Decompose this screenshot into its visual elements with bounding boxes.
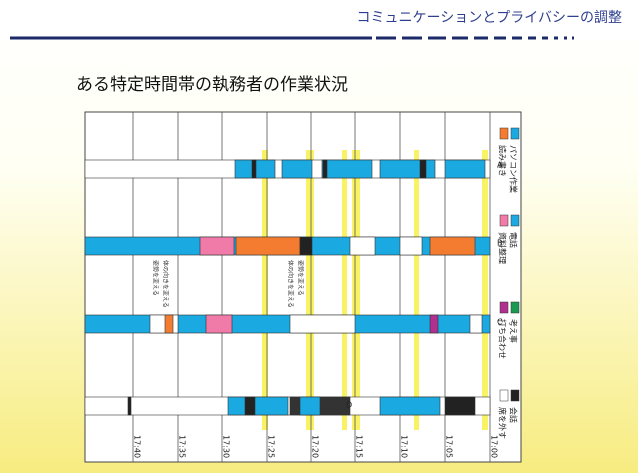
annotation: 姿勢を変える: [152, 260, 160, 296]
annotation: 姿勢を変える: [297, 260, 305, 296]
time-label: 17:05: [445, 435, 454, 458]
time-label: 17:00: [490, 435, 499, 458]
annotation: 体の向きを変える: [287, 260, 295, 308]
time-label: 17:20: [311, 435, 320, 458]
header-band: [0, 0, 638, 40]
legend-label: 席を外す: [498, 407, 508, 439]
legend-label: 会話: [509, 407, 519, 423]
time-label: 17:15: [355, 435, 364, 458]
legend-label: 電話: [509, 232, 519, 248]
time-label: 17:35: [178, 435, 187, 458]
time-label: 17:40: [133, 435, 142, 458]
time-label: 17:10: [400, 435, 409, 458]
annotation: 体の向きを変える: [162, 260, 170, 308]
legend-label: パソコン作業: [509, 145, 519, 193]
header-title: コミュニケーションとプライバシーの調整: [357, 10, 622, 26]
legend-label: 資料整理: [498, 232, 508, 264]
legend-label: 読み書き: [498, 145, 508, 177]
activity-bands: [84, 159, 491, 416]
row-label: A: [497, 161, 503, 170]
time-label: 17:25: [267, 435, 276, 458]
row-label: B: [497, 239, 503, 248]
slide-title: ある特定時間帯の執務者の作業状況: [76, 75, 348, 95]
legend: 読み書き パソコン作業 資料整理 電話 打ち合わせ 考え事 席を外す 会話: [498, 127, 520, 439]
highlight-stripes: [262, 150, 488, 430]
row-label: C: [497, 318, 503, 327]
time-label: 17:30: [222, 435, 231, 458]
time-labels: 17:40 17:35 17:30 17:25 17:20 17:15 17:1…: [133, 435, 499, 458]
figure: A B C D 姿勢を変える 体の向きを変える 体の向きを変える 姿勢を変える …: [84, 111, 522, 463]
legend-label: 打ち合わせ: [498, 319, 508, 359]
annotations: 姿勢を変える 体の向きを変える 体の向きを変える 姿勢を変える: [152, 260, 305, 308]
row-label: D: [346, 401, 352, 410]
legend-label: 考え事: [509, 319, 519, 343]
